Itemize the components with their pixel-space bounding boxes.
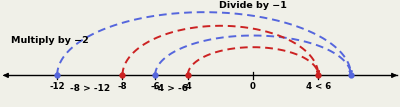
Text: -8 > -12: -8 > -12 bbox=[70, 84, 110, 93]
Text: Divide by −1: Divide by −1 bbox=[219, 1, 287, 10]
Text: -6: -6 bbox=[150, 82, 160, 91]
Text: -4 > -6: -4 > -6 bbox=[154, 84, 188, 93]
Text: -12: -12 bbox=[49, 82, 65, 91]
Text: 0: 0 bbox=[250, 82, 256, 91]
Text: -8: -8 bbox=[118, 82, 127, 91]
Text: Multiply by −2: Multiply by −2 bbox=[12, 36, 89, 45]
Text: -4: -4 bbox=[183, 82, 193, 91]
Text: 4 < 6: 4 < 6 bbox=[306, 82, 331, 91]
